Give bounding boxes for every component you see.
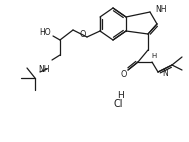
Text: N: N (162, 68, 168, 78)
Text: HO: HO (39, 28, 51, 36)
Text: Cl: Cl (114, 99, 123, 109)
Text: H: H (151, 53, 157, 59)
Text: O: O (121, 69, 127, 79)
Text: H: H (117, 90, 123, 100)
Text: NH: NH (155, 5, 167, 13)
Text: O: O (80, 30, 86, 38)
Text: NH: NH (38, 64, 50, 74)
